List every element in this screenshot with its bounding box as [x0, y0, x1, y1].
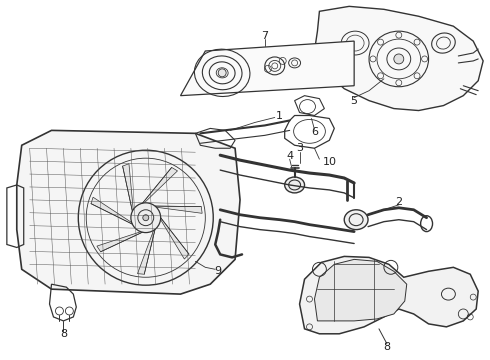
Polygon shape	[17, 130, 240, 294]
Text: 10: 10	[322, 157, 336, 167]
Polygon shape	[315, 260, 407, 321]
Ellipse shape	[344, 210, 368, 230]
Polygon shape	[155, 206, 202, 213]
Text: 4: 4	[286, 151, 293, 161]
Polygon shape	[143, 167, 177, 203]
Polygon shape	[315, 6, 483, 111]
Polygon shape	[180, 41, 354, 96]
Ellipse shape	[131, 203, 161, 233]
Polygon shape	[97, 232, 143, 252]
Text: 6: 6	[311, 127, 318, 138]
Polygon shape	[91, 197, 132, 224]
Text: 9: 9	[215, 266, 222, 276]
Text: 1: 1	[276, 112, 283, 121]
Text: 7: 7	[261, 31, 269, 41]
Polygon shape	[161, 218, 189, 259]
Polygon shape	[122, 164, 133, 211]
Text: 8: 8	[383, 342, 391, 352]
Text: 5: 5	[351, 96, 358, 105]
Text: 2: 2	[395, 197, 402, 207]
Ellipse shape	[143, 215, 149, 221]
Polygon shape	[138, 229, 155, 274]
Ellipse shape	[285, 177, 305, 193]
Polygon shape	[299, 256, 478, 334]
Text: 8: 8	[60, 329, 67, 339]
Text: 3: 3	[296, 143, 303, 153]
Ellipse shape	[218, 69, 226, 77]
Ellipse shape	[394, 54, 404, 64]
